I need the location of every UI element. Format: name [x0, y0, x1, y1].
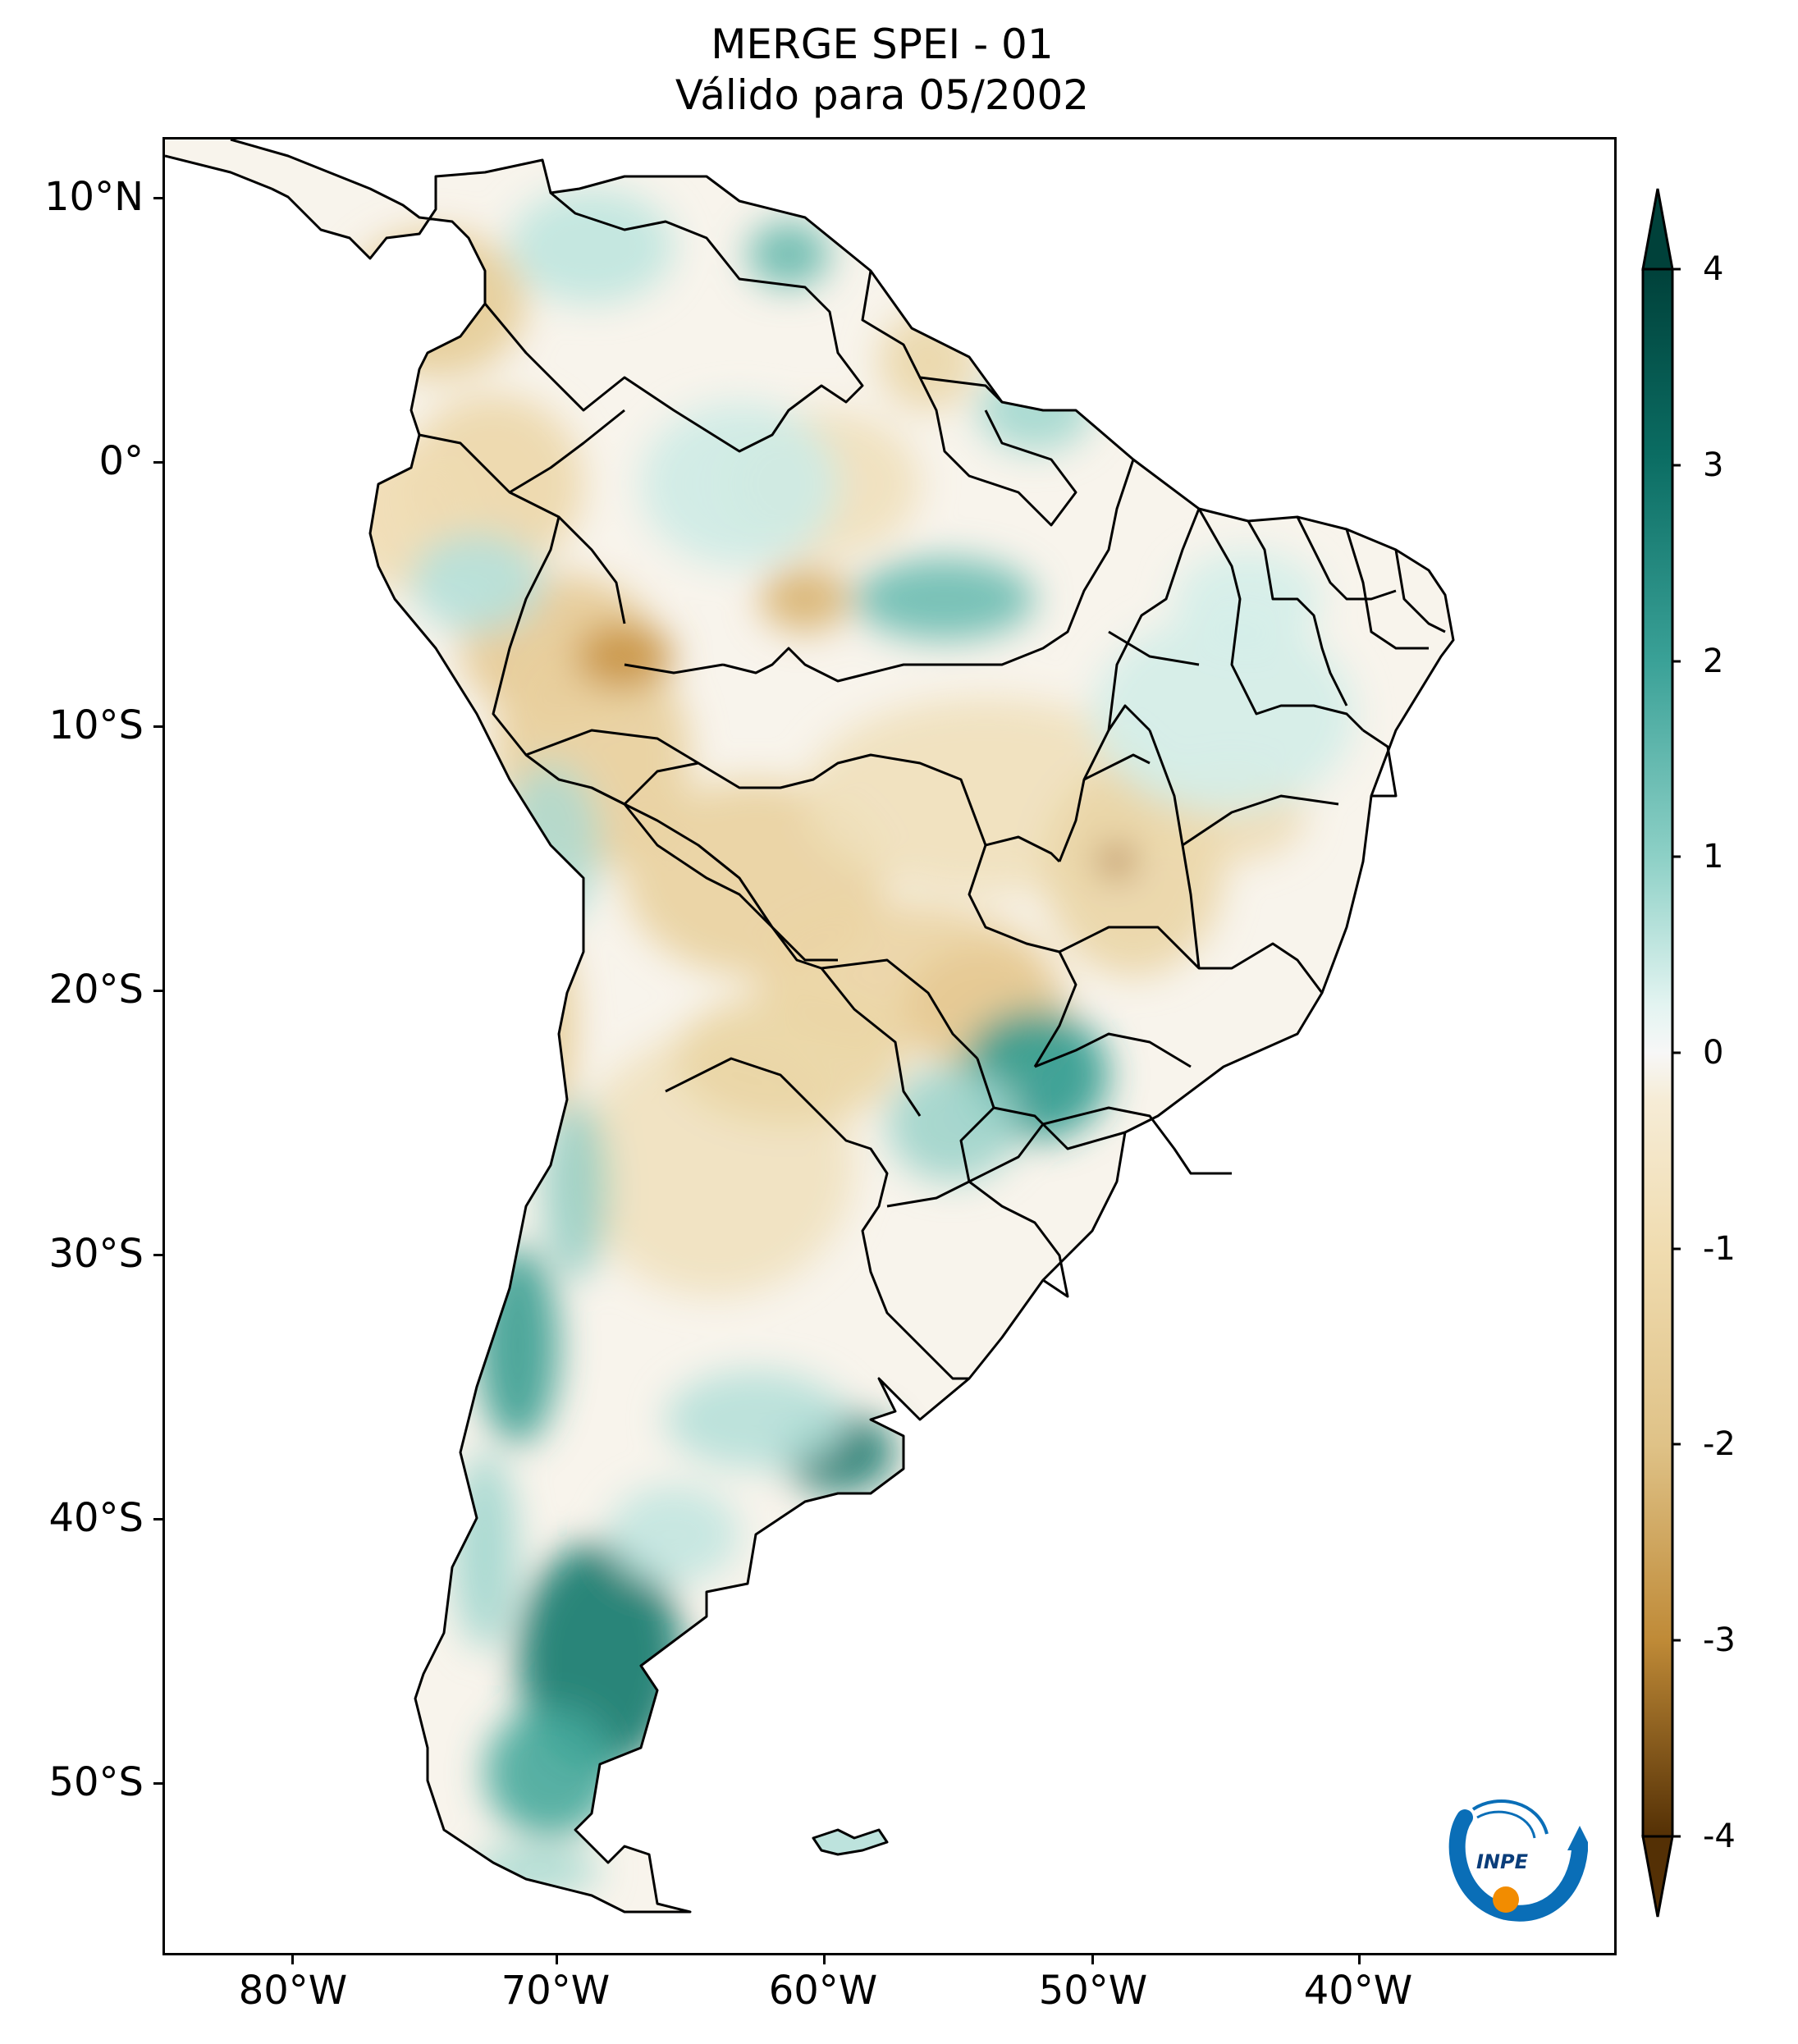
colorbar-upper-extend	[1641, 188, 1674, 271]
lon-tick-label: 60°W	[768, 1968, 878, 2014]
lat-tick-label: 40°S	[48, 1495, 144, 1541]
lon-tick-label: 40°W	[1303, 1968, 1413, 2014]
colorbar-tick-label: 2	[1703, 642, 1724, 680]
lat-tick-mark	[153, 1254, 162, 1256]
colorbar-tick-label: -2	[1703, 1425, 1736, 1463]
colorbar-tick-label: 3	[1703, 446, 1724, 484]
lon-tick-mark	[291, 1955, 294, 1964]
logo-text: INPE	[1476, 1850, 1529, 1873]
map-frame	[162, 137, 1617, 1955]
lat-tick-mark	[153, 990, 162, 992]
lon-tick-label: 80°W	[238, 1968, 348, 2014]
map-title: MERGE SPEI - 01	[711, 21, 1054, 68]
lat-tick-mark	[153, 1518, 162, 1520]
colorbar-tick-label: 0	[1703, 1034, 1724, 1072]
lon-tick-mark	[556, 1955, 558, 1964]
lon-tick-mark	[1091, 1955, 1094, 1964]
lat-tick-label: 0°	[98, 438, 144, 484]
colorbar-tick-label: 4	[1703, 250, 1724, 288]
lon-tick-label: 70°W	[501, 1968, 611, 2014]
lat-tick-label: 50°S	[48, 1759, 144, 1805]
colorbar-tick-label: 1	[1703, 838, 1724, 876]
logo-orange-dot	[1493, 1886, 1519, 1913]
colorbar-tick-label: -4	[1703, 1818, 1736, 1855]
colorbar	[1641, 188, 1681, 1918]
lat-tick-label: 10°S	[48, 702, 144, 748]
inpe-logo: INPE	[1448, 1799, 1588, 1922]
lat-tick-label: 20°S	[48, 967, 144, 1013]
lat-tick-mark	[153, 1782, 162, 1785]
colorbar-tick-label: -3	[1703, 1621, 1736, 1659]
lon-tick-label: 50°W	[1038, 1968, 1148, 2014]
lat-tick-mark	[153, 197, 162, 199]
lon-tick-mark	[823, 1955, 826, 1964]
colorbar-tick-label: -1	[1703, 1230, 1736, 1268]
colorbar-body	[1641, 268, 1674, 1838]
lat-tick-mark	[153, 461, 162, 464]
lon-tick-mark	[1358, 1955, 1361, 1964]
lat-tick-mark	[153, 725, 162, 728]
lat-tick-label: 10°N	[44, 174, 144, 220]
colorbar-lower-extend	[1641, 1835, 1674, 1918]
south-america-map	[165, 139, 1455, 1914]
lat-tick-label: 30°S	[48, 1231, 144, 1277]
map-subtitle: Válido para 05/2002	[675, 71, 1090, 119]
